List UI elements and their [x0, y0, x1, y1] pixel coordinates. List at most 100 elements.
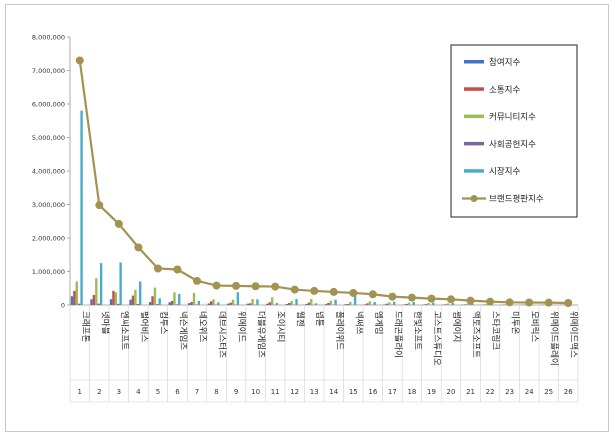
- category-label: 썸에이지: [451, 311, 462, 342]
- bar: [92, 294, 96, 305]
- line-point: [349, 288, 358, 297]
- bar: [407, 302, 411, 305]
- bar: [212, 299, 215, 305]
- category-index: 11: [271, 388, 280, 396]
- bar: [327, 302, 330, 305]
- bar: [427, 302, 430, 305]
- bar: [275, 302, 279, 305]
- category-index: 15: [349, 388, 358, 396]
- bar: [412, 301, 415, 305]
- legend-swatch: [464, 60, 484, 64]
- y-tick-label: 2,000,000: [32, 234, 65, 242]
- category-index: 7: [195, 388, 199, 396]
- bar: [446, 303, 450, 305]
- category-label: 넵튠: [314, 311, 325, 327]
- bar: [383, 304, 386, 305]
- category-index: 1: [78, 388, 82, 396]
- line-point: [290, 285, 299, 294]
- bar: [266, 303, 269, 305]
- line-point: [193, 276, 201, 285]
- bar: [119, 262, 122, 305]
- category-label: 엔씨소프트: [119, 311, 130, 350]
- category-label: 조이시티: [275, 311, 286, 342]
- legend-box: [450, 44, 578, 218]
- category-label: 위메이드: [236, 311, 247, 342]
- bar: [190, 301, 193, 305]
- line-point: [466, 296, 475, 305]
- bar: [99, 263, 103, 305]
- bar: [178, 293, 181, 305]
- bar: [270, 297, 274, 305]
- line-point: [564, 298, 573, 307]
- category-label: 웹젠: [295, 311, 305, 327]
- category-label: 엠게임: [373, 311, 384, 334]
- line-point: [505, 298, 514, 307]
- legend-swatch: [464, 87, 484, 91]
- bar: [168, 302, 171, 305]
- line-point: [388, 292, 397, 301]
- bar: [373, 301, 376, 305]
- category-index: 19: [427, 388, 436, 396]
- legend-entry: 커뮤니티지수: [489, 112, 536, 123]
- bar: [432, 302, 435, 305]
- legend-swatch-marker: [470, 195, 478, 202]
- bar: [463, 304, 467, 305]
- bar: [195, 304, 198, 305]
- line-point: [368, 290, 377, 299]
- bar: [392, 301, 396, 305]
- category-label: 크래프톤: [80, 311, 90, 342]
- bar: [307, 302, 311, 305]
- bar: [227, 303, 230, 305]
- category-label: 더블유게임즈: [256, 311, 267, 358]
- line-point: [95, 201, 104, 210]
- category-index: 6: [175, 388, 180, 396]
- line-point: [251, 282, 260, 291]
- category-index: 9: [234, 388, 238, 396]
- legend-entry: 사회공헌지수: [489, 140, 536, 150]
- category-index: 4: [136, 388, 141, 396]
- bar: [288, 302, 291, 305]
- bar: [324, 304, 328, 305]
- bar: [471, 303, 474, 305]
- bar: [170, 300, 174, 305]
- bar: [197, 300, 200, 305]
- bar: [109, 299, 113, 305]
- category-index: 21: [466, 388, 475, 396]
- line-point: [525, 298, 534, 307]
- bar: [388, 302, 391, 305]
- legend-entry: 시장지수: [489, 166, 520, 177]
- y-tick-label: 8,000,000: [32, 33, 65, 41]
- bar: [158, 298, 161, 305]
- bar: [229, 302, 232, 305]
- bar: [349, 301, 352, 305]
- legend-swatch: [464, 169, 484, 173]
- bar: [70, 296, 74, 305]
- bar: [138, 281, 142, 305]
- y-tick-label: 3,000,000: [32, 201, 65, 209]
- legend-entry: 참여지수: [489, 57, 520, 68]
- bar: [217, 302, 220, 305]
- category-label: 액토즈소프트: [471, 311, 482, 358]
- bar: [305, 304, 308, 305]
- bar: [385, 303, 389, 305]
- category-index: 20: [447, 388, 456, 396]
- bar: [134, 289, 137, 305]
- bar: [156, 304, 159, 305]
- category-label: 위메이드맥스: [568, 311, 579, 358]
- category-label: 한빛소프트: [412, 311, 423, 350]
- category-label: 위메이드플레이: [549, 311, 560, 366]
- legend-entry: 브랜드평판지수: [489, 194, 544, 205]
- category-index: 3: [117, 388, 121, 396]
- bar: [353, 294, 357, 305]
- category-index: 14: [329, 388, 338, 396]
- bar: [173, 292, 176, 305]
- legend-swatch: [464, 114, 484, 119]
- bar: [249, 303, 252, 305]
- line-point: [153, 264, 162, 273]
- line-point: [271, 282, 280, 291]
- category-index: 8: [214, 388, 218, 396]
- bar: [114, 292, 118, 305]
- bar: [483, 304, 486, 305]
- y-tick-label: 5,000,000: [32, 134, 65, 142]
- category-label: 데브시스터즈: [217, 311, 227, 358]
